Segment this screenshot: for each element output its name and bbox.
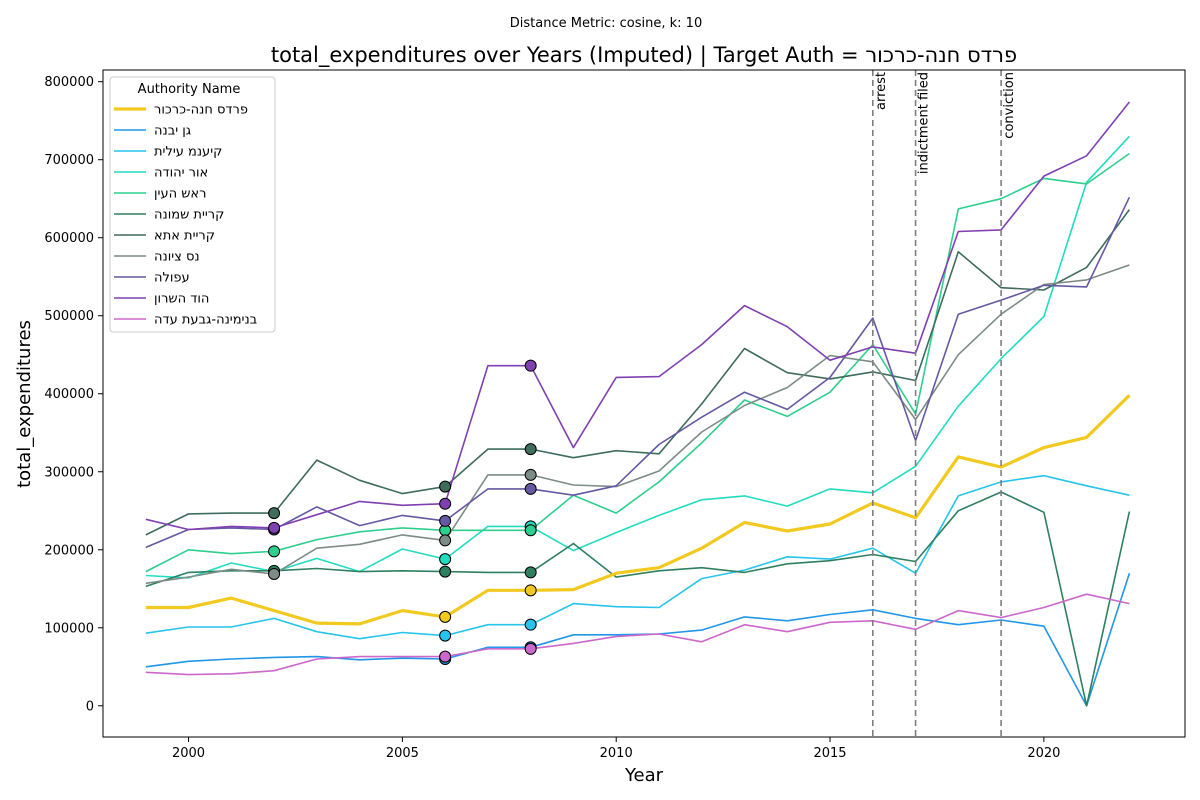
series-line-5 [145, 491, 1131, 707]
y-axis-label: total_expenditures [14, 320, 35, 488]
imputed-point-10-2006 [439, 650, 452, 663]
imputed-point-8-2006 [439, 514, 452, 527]
y-axis: 0 100000 200000 300000 400000 500000 600000 700… [44, 75, 103, 714]
y-tick-label-200000: 200000 [44, 543, 94, 558]
series-line-9 [145, 101, 1131, 531]
event-label-1: indictment filed [917, 72, 932, 174]
y-tick-label-400000: 400000 [44, 387, 94, 402]
imputed-point-2-2006 [439, 629, 452, 642]
imputed-point-6-2002 [268, 507, 281, 520]
imputed-point-7-2006 [439, 534, 452, 547]
legend-label-3: אור יהודה [154, 166, 208, 181]
y-tick-label-500000: 500000 [44, 309, 94, 324]
imputed-point-9-2008 [524, 359, 537, 372]
legend-label-4: ראש העין [154, 187, 206, 202]
chart-title: total_expenditures over Years (Imputed) … [271, 43, 1017, 68]
imputed-point-6-2008 [524, 443, 537, 456]
legend-label-8: עפולה [154, 271, 190, 286]
imputed-point-5-2006 [439, 565, 452, 578]
series-line-2 [145, 474, 1130, 640]
imputed-point-5-2008 [524, 566, 537, 579]
y-tick-label-300000: 300000 [44, 465, 94, 480]
imputed-point-0-2006 [439, 610, 452, 623]
imputed-point-8-2008 [524, 482, 537, 495]
legend-label-2: קיענמ עילית [154, 145, 222, 160]
series-line-4 [145, 152, 1130, 573]
legend-title: Authority Name [138, 82, 241, 97]
legend-box [109, 76, 276, 333]
series-line-3 [145, 135, 1130, 579]
chart-subtitle: Distance Metric: cosine, k: 10 [510, 16, 702, 31]
series-line-10 [145, 593, 1130, 676]
x-tick-label-2000: 2000 [172, 746, 205, 761]
series-lines [145, 101, 1131, 707]
x-tick-label-2010: 2010 [600, 746, 633, 761]
event-label-2: conviction [1002, 72, 1017, 139]
y-tick-label-600000: 600000 [44, 231, 94, 246]
imputed-point-6-2006 [439, 480, 452, 493]
y-tick-label-800000: 800000 [44, 75, 94, 90]
plot-area-frame [102, 69, 1186, 738]
imputed-point-7-2008 [524, 468, 537, 481]
legend-label-6: קריית אתא [154, 229, 215, 244]
x-tick-label-2020: 2020 [1027, 746, 1060, 761]
imputed-point-9-2002 [268, 521, 281, 534]
x-tick-label-2015: 2015 [813, 746, 846, 761]
imputed-point-7-2002 [268, 567, 281, 580]
y-tick-label-100000: 100000 [44, 621, 94, 636]
x-axis: 2000 2005 2010 2015 2020 [172, 737, 1060, 761]
imputed-point-10-2008 [524, 642, 537, 655]
imputed-point-4-2002 [268, 545, 281, 558]
legend-label-10: בנימינה-גבעת עדה [154, 313, 257, 328]
x-tick-label-2005: 2005 [386, 746, 419, 761]
series-line-8 [145, 196, 1131, 549]
legend-label-9: הוד השרון [154, 292, 209, 307]
imputed-point-2-2008 [524, 618, 537, 631]
legend: Authority Name פרדס חנה-כרכור גן יבנה קיענ… [109, 76, 276, 333]
imputed-points [268, 359, 537, 665]
event-label-0: arrest [874, 72, 889, 110]
imputed-point-9-2006 [439, 497, 452, 510]
imputed-point-4-2008 [524, 524, 537, 537]
legend-label-7: נס ציונה [154, 250, 200, 265]
legend-label-0: פרדס חנה-כרכור [154, 103, 248, 118]
imputed-point-0-2008 [524, 584, 537, 597]
series-line-0 [145, 394, 1131, 626]
y-tick-label-700000: 700000 [44, 153, 94, 168]
legend-label-1: גן יבנה [154, 124, 191, 139]
series-line-7 [145, 264, 1130, 585]
imputed-point-3-2006 [439, 553, 452, 566]
x-axis-label: Year [624, 765, 664, 786]
event-markers: arrest indictment filed conviction [872, 70, 1017, 737]
legend-items: פרדס חנה-כרכור גן יבנה קיענמ עילית אור יהוד… [114, 103, 257, 328]
y-tick-label-0: 0 [86, 699, 94, 714]
series-line-6 [145, 209, 1131, 536]
legend-label-5: קריית שמונה [154, 208, 224, 223]
